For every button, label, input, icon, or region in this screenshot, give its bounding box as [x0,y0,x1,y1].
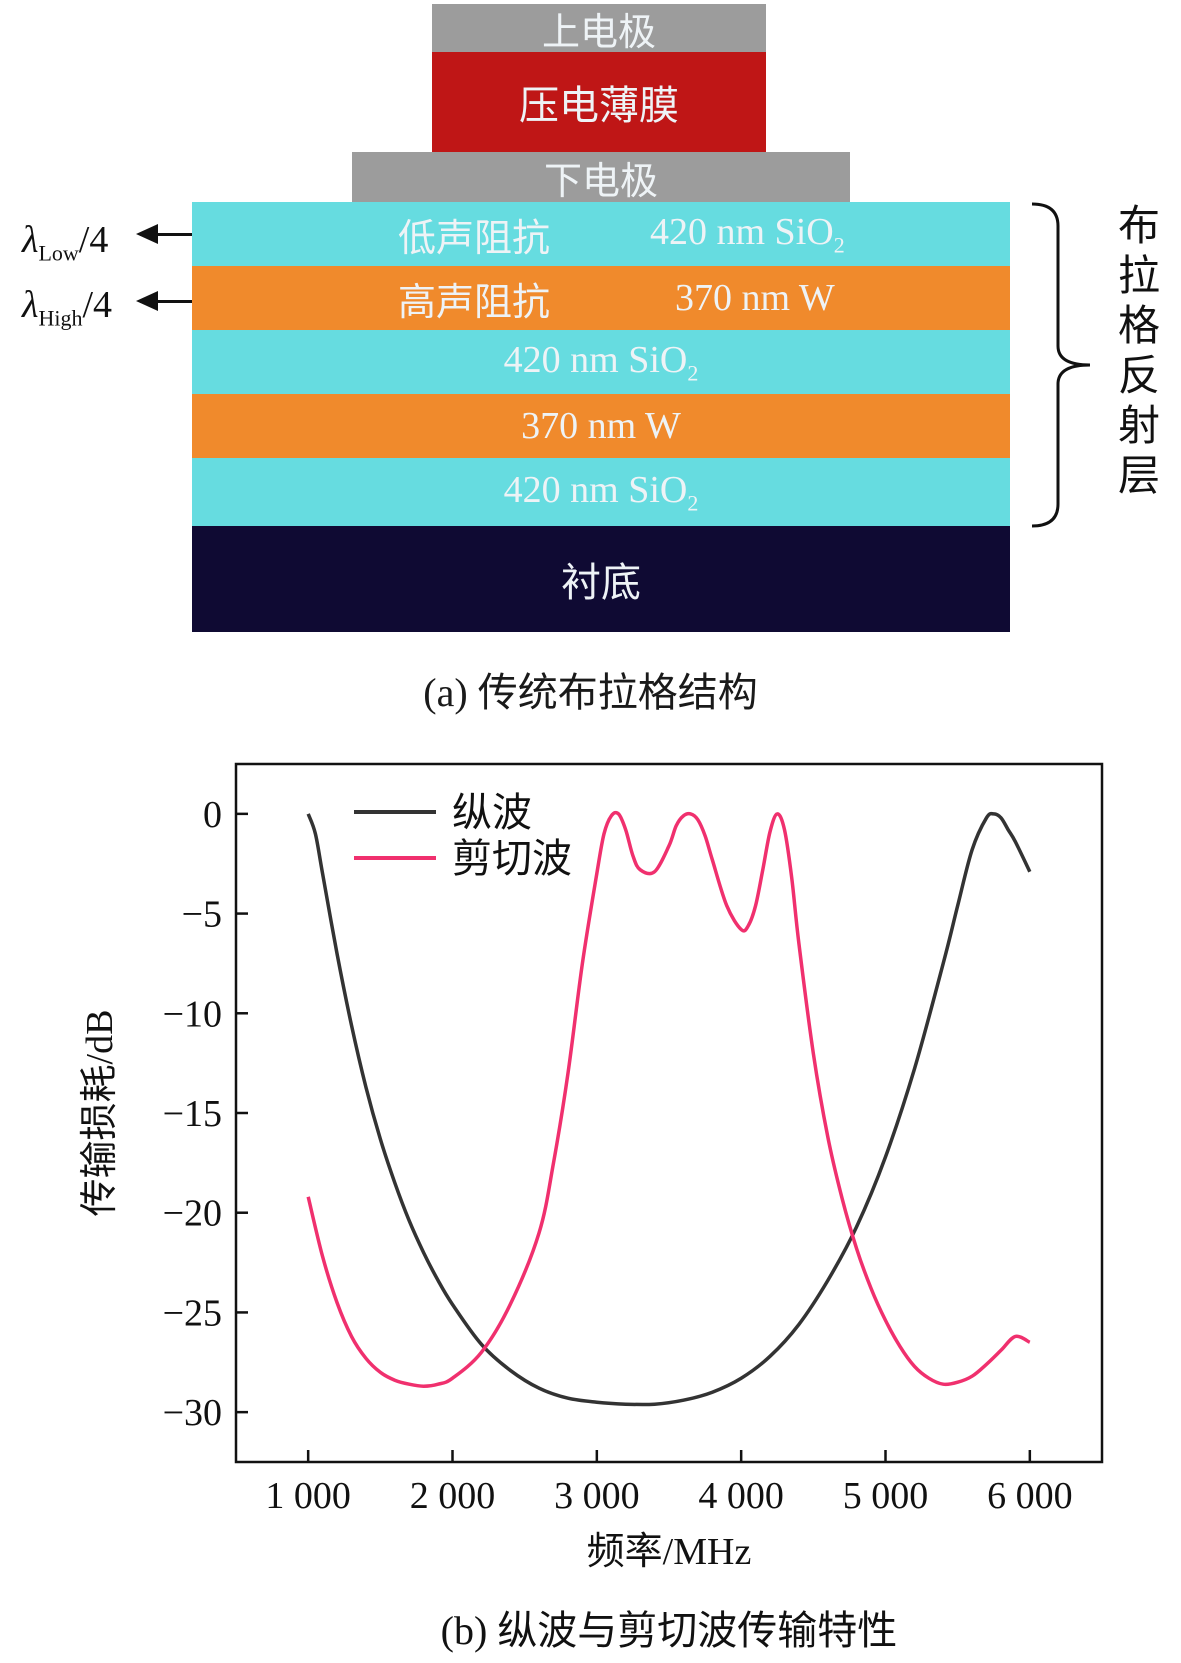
lambda-high-arrow [136,291,192,311]
bragg-layer-2-high-impedance: 高声阻抗 370 nm W [192,266,1010,330]
y-tick-label: −30 [163,1392,222,1434]
top-electrode-label: 上电极 [541,11,656,54]
piezo-film-label: 压电薄膜 [519,83,679,128]
lambda-low-label: λLow/4 [22,219,109,266]
x-axis-label: 频率/MHz [587,1531,752,1573]
x-tick-label: 2 000 [410,1475,496,1517]
series-line-shear [306,810,1031,1388]
substrate-label: 衬底 [561,560,641,605]
substrate: 衬底 [192,526,1010,632]
layer-4-material: 370 nm W [521,405,681,447]
layer-2-type: 高声阻抗 [398,281,551,324]
bottom-electrode: 下电极 [352,152,850,203]
layer-1-material: 420 nm SiO2 [650,210,845,258]
y-tick-label: 0 [203,794,222,836]
lambda-high-label: λHigh/4 [22,284,113,331]
bragg-label-char: 拉 [1118,254,1161,300]
axis-ticks: 1 000 2 000 3 000 4 000 5 000 6 000 0 −5 −10 −15 −… [163,794,1073,1517]
series-line-longitudinal [306,811,1032,1407]
x-tick-label: 3 000 [554,1475,640,1517]
x-tick-label: 1 000 [265,1475,351,1517]
bragg-layer-5-sio2: 420 nm SiO2 [192,458,1010,526]
layer-3-material: 420 nm SiO2 [503,338,699,386]
x-tick-label: 4 000 [698,1475,784,1517]
x-tick-label: 5 000 [843,1475,929,1517]
y-axis-label: 传输损耗/dB [79,1010,121,1217]
x-tick-label: 6 000 [987,1475,1073,1517]
top-electrode: 上电极 [432,4,766,54]
bragg-brace [1031,202,1091,528]
bragg-label-char: 布 [1118,204,1161,250]
bragg-label-char: 层 [1118,454,1161,500]
bragg-layer-3-sio2: 420 nm SiO2 [192,330,1010,394]
layer-5-material: 420 nm SiO2 [503,468,699,516]
y-tick-label: −15 [163,1093,222,1135]
layer-2-material: 370 nm W [675,277,835,319]
y-tick-label: −20 [163,1193,222,1235]
y-tick-label: −10 [163,993,222,1035]
bottom-electrode-label: 下电极 [543,160,658,203]
layer-1-type: 低声阻抗 [398,217,551,260]
series-lines [306,810,1032,1407]
legend-label-longitudinal: 纵波 [452,790,532,835]
bragg-label-char: 射 [1118,404,1161,450]
caption-b: (b) 纵波与剪切波传输特性 [441,1608,898,1653]
caption-a: (a) 传统布拉格结构 [423,670,758,715]
bragg-label-char: 反 [1118,354,1161,400]
y-tick-label: −25 [163,1292,222,1334]
legend-label-shear: 剪切波 [452,836,572,881]
piezo-film: 压电薄膜 [432,52,766,152]
lambda-low-arrow [136,224,192,244]
bragg-layer-1-low-impedance: 低声阻抗 420 nm SiO2 [192,202,1010,266]
transmission-chart: 1 000 2 000 3 000 4 000 5 000 6 000 0 −5 −10 −15 −… [79,762,1104,1653]
y-tick-label: −5 [182,894,222,936]
bragg-label-char: 格 [1118,304,1161,350]
bragg-layer-4-w: 370 nm W [192,394,1010,458]
legend: 纵波 剪切波 [354,790,572,881]
